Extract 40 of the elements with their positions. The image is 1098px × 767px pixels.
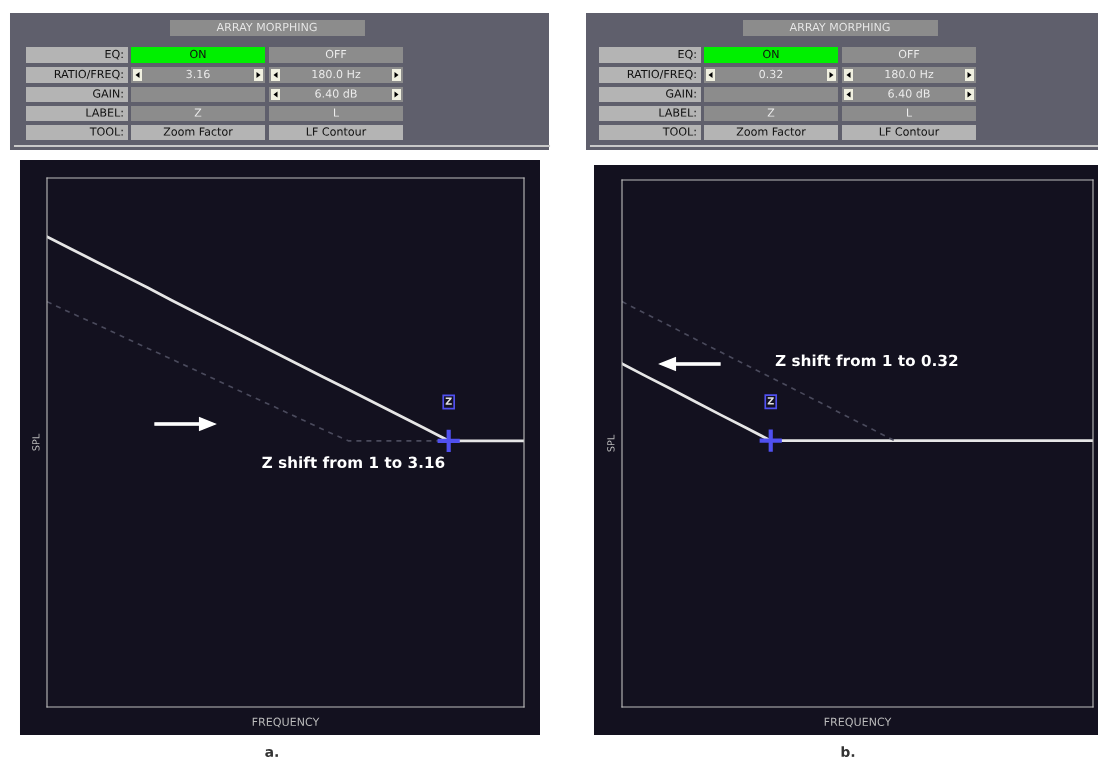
x-axis-title: FREQUENCY (252, 717, 320, 728)
text: LF Contour (879, 127, 940, 136)
text: Zoom Factor (736, 127, 806, 136)
text: ON (190, 49, 206, 59)
annotation: Z shift from 1 to 0.32 (775, 354, 958, 367)
x-axis-title: FREQUENCY (824, 717, 892, 728)
text: 6.40 dB (888, 89, 930, 98)
text: GAIN: (666, 89, 696, 98)
text: ON (763, 49, 779, 59)
annotation: Z shift from 1 to 3.16 (262, 456, 445, 469)
text: Z (194, 108, 202, 117)
annotation: Z (767, 397, 774, 405)
text: LABEL: (86, 108, 123, 117)
annotation: Z (445, 397, 452, 405)
text: Z (767, 108, 775, 117)
text: OFF (325, 49, 347, 59)
text: OFF (898, 49, 920, 59)
text: EQ: (678, 49, 696, 60)
text: ARRAY MORPHING (216, 22, 317, 32)
text: 3.16 (186, 69, 210, 79)
text: 6.40 dB (315, 89, 357, 98)
text: a. (265, 749, 278, 758)
text: L (333, 108, 340, 117)
text: LF Contour (306, 127, 367, 136)
text: LABEL: (659, 108, 696, 117)
text: Zoom Factor (163, 127, 233, 136)
text: GAIN: (93, 89, 123, 98)
text: ARRAY MORPHING (789, 22, 890, 32)
text: b. (841, 746, 855, 758)
text: 180.0 Hz (312, 69, 361, 79)
y-axis-title: SPL (32, 433, 40, 451)
y-axis-title: SPL (607, 434, 615, 452)
text: RATIO/FREQ: (54, 69, 123, 80)
text: RATIO/FREQ: (627, 69, 696, 80)
text: EQ: (105, 49, 123, 60)
text: 180.0 Hz (885, 69, 934, 79)
text: 0.32 (759, 69, 783, 79)
text: TOOL: (89, 127, 123, 136)
text: L (906, 108, 913, 117)
text: TOOL: (662, 127, 696, 136)
